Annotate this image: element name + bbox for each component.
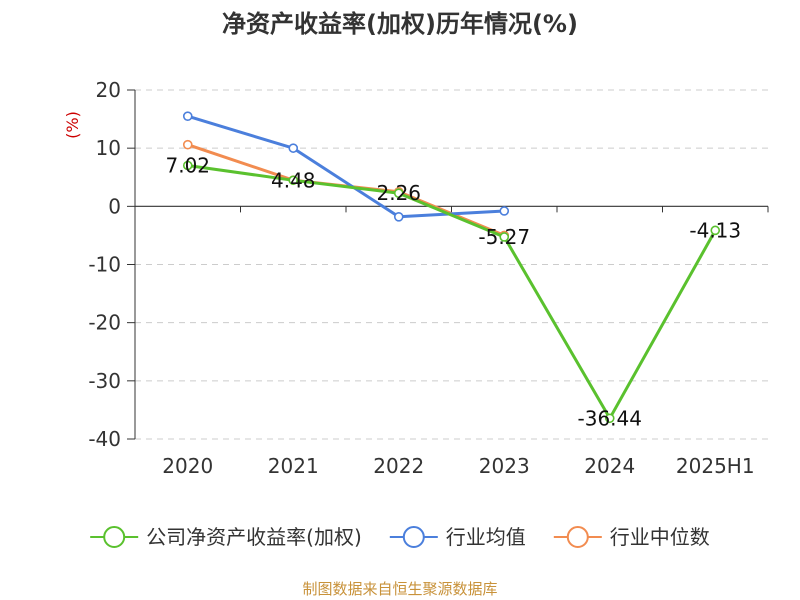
legend-marker[interactable] — [402, 526, 425, 548]
y-tick-label: 10 — [96, 136, 121, 160]
data-labels: 7.02 4.48 2.26 -5.27 -36.44 -4.13 — [165, 154, 741, 431]
data-label: -36.44 — [578, 406, 642, 430]
series-line — [187, 143, 505, 237]
data-point[interactable] — [288, 175, 299, 186]
data-point[interactable] — [182, 160, 193, 171]
data-point[interactable] — [288, 143, 299, 153]
y-axis-label: (%) — [63, 111, 82, 139]
x-tick-label: 2024 — [584, 454, 635, 478]
data-label: 2.26 — [376, 181, 421, 205]
data-point[interactable] — [710, 225, 721, 236]
x-tick-label: 2021 — [268, 454, 319, 478]
y-tick-label: -20 — [88, 311, 121, 335]
legend[interactable]: 公司净资产收益率(加权) 行业均值 行业中位数 — [90, 525, 710, 549]
y-tick-label: -30 — [88, 369, 121, 393]
series-line — [187, 114, 505, 219]
x-tick-label: 2023 — [479, 454, 530, 478]
legend-marker[interactable] — [103, 526, 126, 548]
source-note: 制图数据来自恒生聚源数据库 — [302, 580, 497, 598]
data-point[interactable] — [499, 232, 510, 242]
legend-marker[interactable] — [566, 526, 589, 548]
legend-label: 公司净资产收益率(加权) — [146, 525, 362, 549]
data-point[interactable] — [499, 206, 510, 216]
axes: 20 10 0 -10 -20 -30 -40 2020 2021 2022 2023 2024 202… — [88, 78, 769, 478]
data-label: -4.13 — [689, 218, 741, 242]
data-point[interactable] — [182, 111, 193, 121]
legend-label: 行业均值 — [446, 525, 526, 549]
data-point[interactable] — [393, 212, 404, 222]
legend-label: 行业中位数 — [610, 525, 710, 549]
x-tick-label: 2025H1 — [676, 454, 755, 478]
y-tick-label: -10 — [88, 253, 121, 277]
data-point[interactable] — [393, 188, 404, 198]
data-label: 4.48 — [271, 168, 316, 192]
x-tick-label: 2022 — [373, 454, 424, 478]
data-point[interactable] — [182, 139, 193, 150]
chart-title: 净资产收益率(加权)历年情况(%) — [222, 10, 578, 38]
grid — [135, 89, 768, 440]
y-tick-label: -40 — [88, 427, 121, 451]
data-point[interactable] — [604, 413, 615, 424]
series-line — [187, 164, 717, 420]
y-tick-label: 20 — [96, 78, 121, 102]
data-label: -5.27 — [478, 225, 530, 249]
x-tick-label: 2020 — [162, 454, 213, 478]
series-lines — [182, 111, 721, 424]
y-tick-label: 0 — [108, 194, 121, 218]
data-label: 7.02 — [165, 154, 210, 178]
